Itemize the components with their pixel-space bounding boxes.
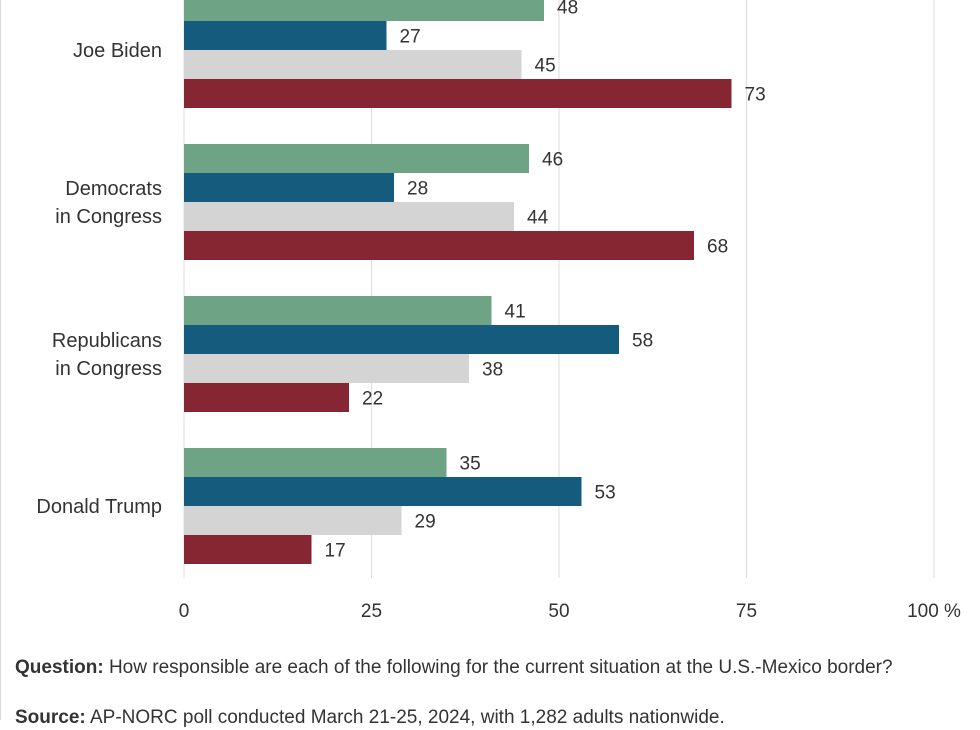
bar	[184, 21, 387, 50]
bar	[184, 383, 349, 412]
bar-value-label: 27	[400, 27, 421, 48]
bar-value-label: 68	[707, 237, 728, 258]
x-tick-label: 75	[736, 601, 757, 622]
category-label: Donald Trump	[36, 496, 162, 518]
x-tick-label: 50	[548, 601, 569, 622]
category-label: Joe Biden	[73, 40, 162, 62]
bar	[184, 296, 492, 325]
x-axis-ticks: 0 25 50 75 100 %	[179, 601, 961, 622]
bar	[184, 535, 312, 564]
bar-value-label: 29	[415, 512, 436, 533]
bar-chart: 48 27 45 73 46 28 44 68 41 58 38 22 35 53 29 17 Joe Bid…	[36, 0, 961, 622]
bar	[184, 79, 732, 108]
question-text: How responsible are each of the followin…	[103, 657, 893, 678]
bar-value-label: 48	[557, 0, 578, 19]
bar	[184, 0, 544, 21]
bar	[184, 477, 582, 506]
category-label: Democrats in Congress	[55, 178, 162, 228]
bar	[184, 231, 694, 260]
bar	[184, 506, 402, 535]
bar	[184, 144, 529, 173]
bar-value-label: 45	[535, 56, 556, 77]
source-label: Source:	[15, 707, 86, 728]
source-text: AP-NORC poll conducted March 21-25, 2024…	[85, 707, 725, 728]
value-labels: 48 27 45 73 46 28 44 68 41 58 38 22 35 53 29 17	[325, 0, 766, 562]
bar	[184, 325, 619, 354]
bar	[184, 202, 514, 231]
bar	[184, 173, 394, 202]
bar-value-label: 58	[632, 331, 653, 352]
bar-value-label: 73	[745, 85, 766, 106]
bar-value-label: 17	[325, 541, 346, 562]
bar-value-label: 35	[460, 454, 481, 475]
source-note: Source: AP-NORC poll conducted March 21-…	[15, 706, 965, 730]
bar-value-label: 53	[595, 483, 616, 504]
x-tick-label: 100 %	[907, 601, 961, 622]
bar-value-label: 46	[542, 150, 563, 171]
x-tick-label: 25	[361, 601, 382, 622]
x-tick-label: 0	[179, 601, 190, 622]
bars	[184, 0, 732, 564]
question-note: Question: How responsible are each of th…	[15, 656, 965, 680]
bar	[184, 448, 447, 477]
bar	[184, 50, 522, 79]
bar-value-label: 41	[505, 302, 526, 323]
bar-value-label: 28	[407, 179, 428, 200]
left-border	[0, 0, 1, 720]
category-label: Republicans in Congress	[52, 330, 162, 380]
bar-value-label: 44	[527, 208, 549, 229]
question-label: Question:	[15, 657, 104, 678]
bar-value-label: 22	[362, 389, 383, 410]
bar	[184, 354, 469, 383]
category-labels: Joe Biden Democrats in Congress Republicans…	[36, 40, 162, 518]
bar-value-label: 38	[482, 360, 503, 381]
